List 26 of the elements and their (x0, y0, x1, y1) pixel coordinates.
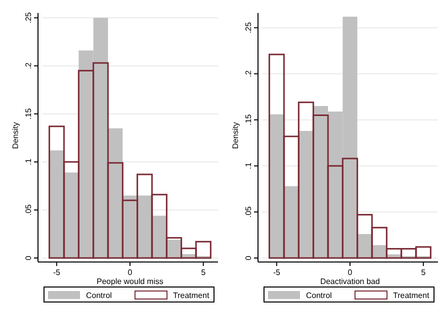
y-tick-label: .2 (24, 62, 33, 70)
y-axis-title: Density (231, 122, 240, 149)
y-tick-label: .25 (244, 22, 253, 34)
x-tick-label: -5 (273, 268, 281, 277)
x-tick-label: -5 (53, 268, 61, 277)
y-tick-label: .1 (24, 158, 33, 166)
y-axis-title: Density (11, 122, 20, 149)
y-tick-label: .25 (24, 12, 33, 24)
y-tick-label: .05 (24, 204, 33, 216)
y-tick-label: .2 (244, 70, 253, 78)
y-tick-label: 0 (244, 255, 253, 260)
x-axis-title: People would miss (96, 277, 164, 286)
x-axis-title: Deactivation bad (320, 277, 380, 286)
x-tick-label: 5 (421, 268, 426, 277)
y-tick-label: .15 (244, 114, 253, 126)
legend-label: Treatment (173, 291, 210, 300)
y-tick-label: .1 (244, 162, 253, 170)
x-tick-label: 5 (201, 268, 206, 277)
y-tick-label: .15 (24, 108, 33, 120)
y-tick-label: .05 (244, 206, 253, 218)
x-tick-label: 0 (128, 268, 133, 277)
legend-label: Treatment (393, 291, 430, 300)
legend-label: Control (306, 291, 332, 300)
x-tick-label: 0 (348, 268, 353, 277)
y-tick-label: 0 (24, 255, 33, 260)
legend-label: Control (86, 291, 112, 300)
